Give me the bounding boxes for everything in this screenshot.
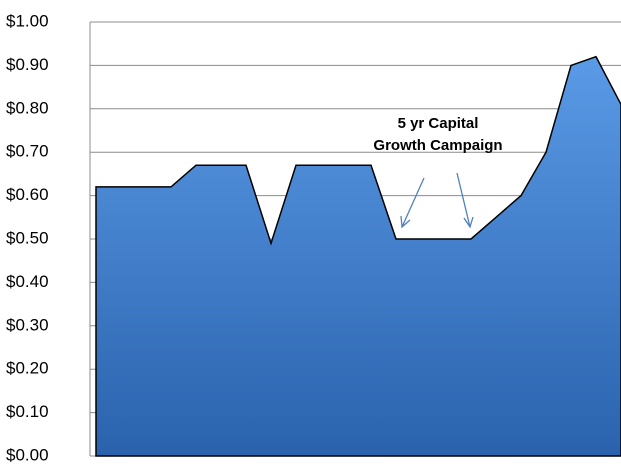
annotation-line: Growth Campaign xyxy=(373,137,502,154)
y-tick-label: $0.70 xyxy=(6,142,49,161)
y-tick-label: $0.10 xyxy=(6,402,49,421)
y-tick-label: $1.00 xyxy=(6,11,49,30)
y-tick-label: $0.20 xyxy=(6,359,49,378)
y-tick-label: $0.30 xyxy=(6,315,49,334)
y-tick-label: $0.50 xyxy=(6,228,49,247)
y-tick-label: $0.40 xyxy=(6,272,49,291)
annotation-line: 5 yr Capital xyxy=(398,115,479,132)
annotation: 5 yr Capital Growth Campaign xyxy=(373,115,502,154)
y-tick-label: $0.80 xyxy=(6,98,49,117)
y-tick-label: $0.00 xyxy=(6,445,49,464)
y-tick-label: $0.90 xyxy=(6,55,49,74)
area xyxy=(95,55,621,457)
annotation-arrows xyxy=(400,172,474,229)
y-tick-label: $0.60 xyxy=(6,185,49,204)
